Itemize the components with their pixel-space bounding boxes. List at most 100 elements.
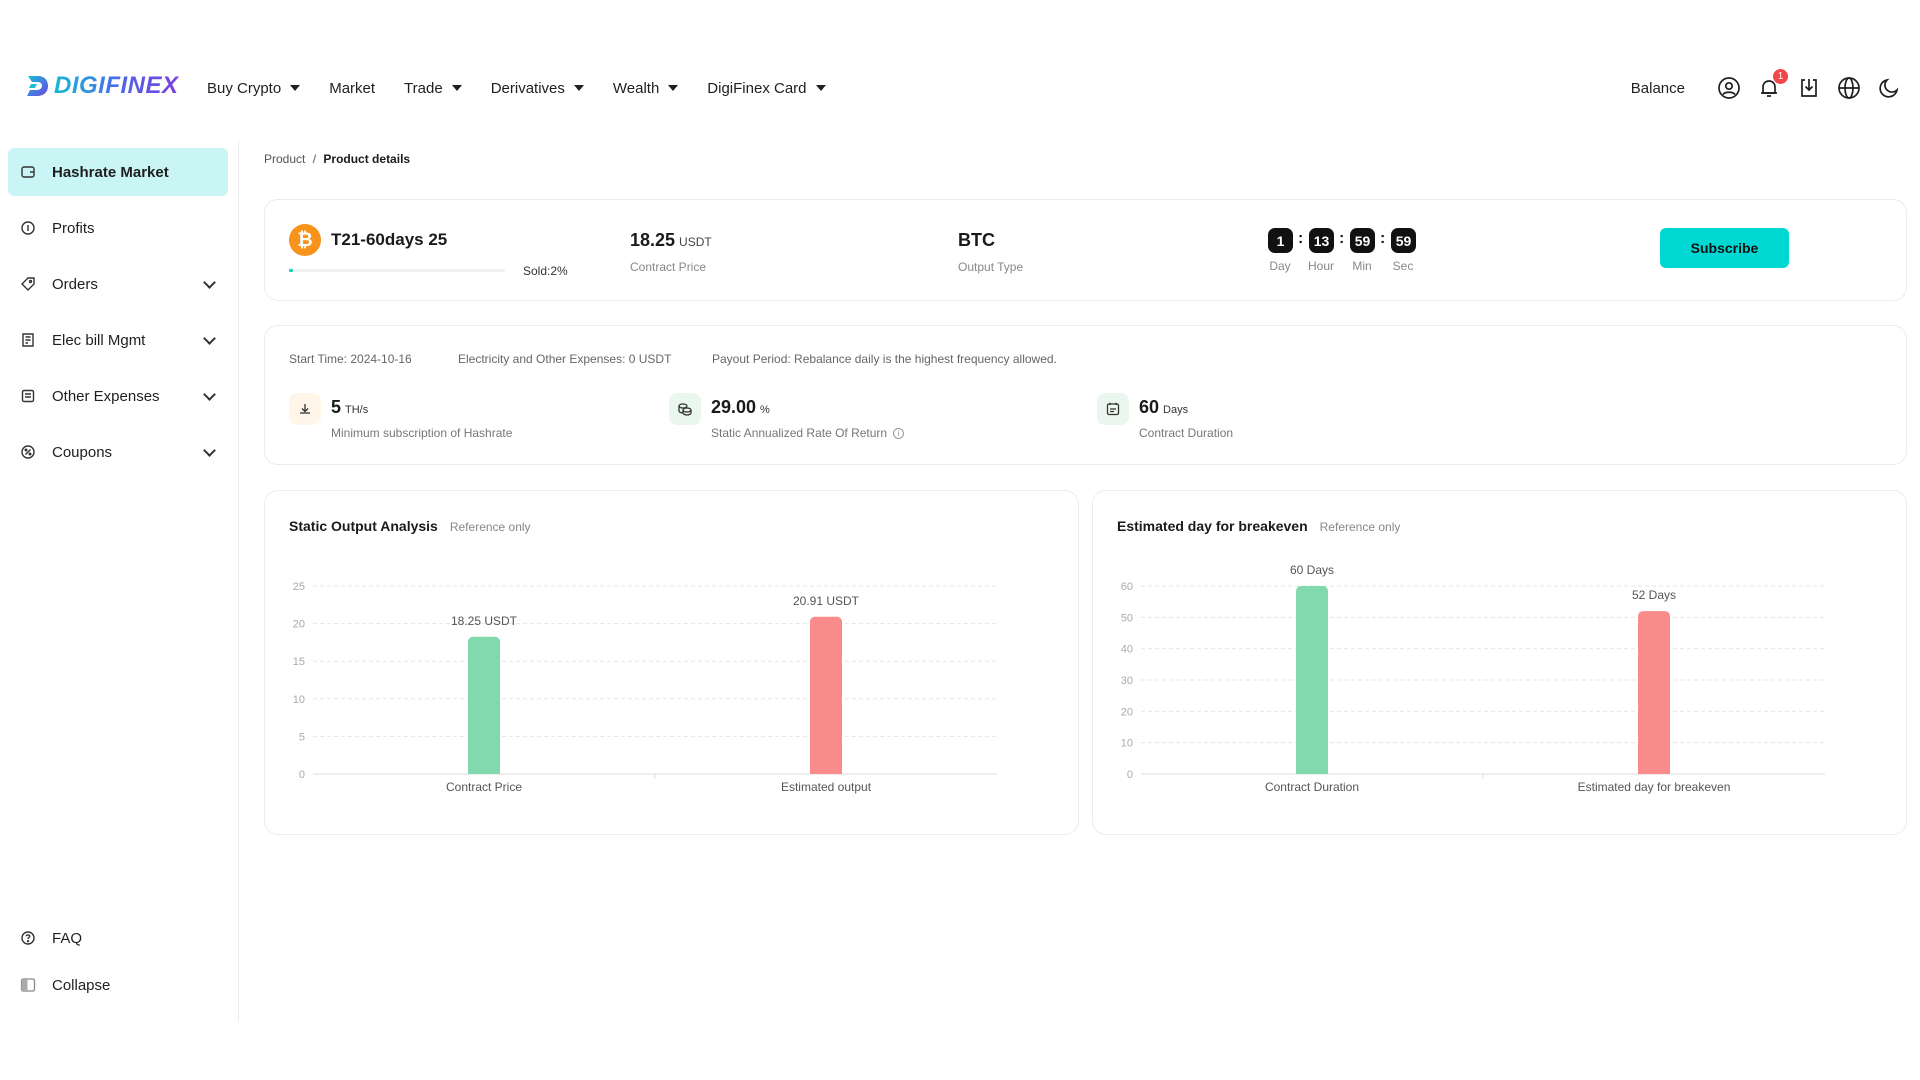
chart-reference-note: Reference only	[1319, 520, 1401, 534]
balance-link[interactable]: Balance	[1630, 79, 1685, 97]
y-tick-label: 60	[1121, 581, 1133, 593]
chevron-down-icon[interactable]	[203, 388, 216, 401]
tag-icon	[20, 276, 36, 292]
y-tick-label: 5	[299, 731, 305, 743]
chart-title: Static Output Analysis Reference only	[289, 518, 531, 534]
sidebar-collapse-button[interactable]: Collapse	[8, 961, 228, 1009]
min-hashrate-number: 5	[331, 397, 342, 417]
moon-icon[interactable]	[1876, 75, 1902, 101]
logo-text: DIGIFINEX	[54, 72, 179, 99]
y-tick-label: 50	[1121, 612, 1133, 624]
bitcoin-icon: ₿	[289, 224, 321, 256]
collapse-icon	[20, 977, 36, 993]
nav-digifinex-card[interactable]: DigiFinex Card	[707, 79, 826, 97]
contract-price-unit: USDT	[679, 235, 712, 249]
sidebar-item-label: Coupons	[52, 443, 113, 461]
data-label: 18.25 USDT	[451, 614, 518, 628]
globe-icon[interactable]	[1836, 75, 1862, 101]
breadcrumb-separator: /	[312, 152, 317, 166]
caret-down-icon	[668, 85, 679, 91]
nav-buy-crypto[interactable]: Buy Crypto	[207, 80, 301, 97]
annualized-return-value: 29.00%	[711, 397, 770, 418]
start-time: Start Time: 2024-10-16	[289, 352, 412, 366]
sidebar-item-label: Other Expenses	[52, 387, 160, 405]
nav-trade[interactable]: Trade	[404, 80, 462, 97]
payout-period: Payout Period: Rebalance daily is the hi…	[712, 352, 1057, 366]
nav-derivatives[interactable]: Derivatives	[491, 80, 584, 97]
sidebar-item-label: FAQ	[52, 929, 83, 947]
x-tick-label: Estimated day for breakeven	[1578, 780, 1731, 794]
countdown-separator: :	[1380, 230, 1386, 247]
sidebar-item-label: Profits	[52, 219, 95, 237]
y-tick-label: 0	[1127, 769, 1133, 781]
countdown-sec-label: Sec	[1392, 259, 1414, 273]
sidebar-item-label: Elec bill Mgmt	[52, 331, 146, 349]
countdown-min-label: Min	[1352, 259, 1372, 273]
sidebar-item-faq[interactable]: FAQ	[8, 914, 228, 962]
sold-progress-fill	[289, 269, 294, 272]
nav-wealth[interactable]: Wealth	[613, 80, 679, 97]
bill-icon	[20, 332, 36, 348]
breakeven-bar-chart: 0 10 20 30 40 50 60 60 Days Contract Duration 52 …	[1121, 563, 1825, 794]
output-type-label: Output Type	[958, 260, 1024, 274]
sidebar-item-hashrate-market[interactable]: Hashrate Market	[8, 148, 228, 196]
static-output-analysis-card: Static Output Analysis Reference only 0 5 1…	[264, 490, 1079, 835]
bar[interactable]	[1296, 586, 1328, 774]
annualized-return-unit: %	[760, 404, 770, 416]
bell-icon[interactable]: 1	[1756, 69, 1788, 101]
y-tick-label: 0	[299, 769, 305, 781]
bar-base	[468, 768, 500, 774]
product-name: T21-60days 25	[331, 230, 448, 249]
contract-duration-value: 60 Days	[1139, 397, 1188, 418]
chevron-down-icon[interactable]	[203, 444, 216, 457]
bar[interactable]	[468, 636, 500, 774]
annualized-return-label-text: Static Annualized Rate Of Return	[711, 426, 888, 440]
nav-market[interactable]: Market	[329, 80, 375, 97]
y-tick-label: 20	[1121, 706, 1133, 718]
sidebar: Hashrate Market Profits Orders Elec bill…	[0, 140, 239, 1022]
sidebar-item-elec-bill-mgmt[interactable]: Elec bill Mgmt	[8, 316, 228, 364]
sidebar-item-orders[interactable]: Orders	[8, 260, 228, 308]
user-icon[interactable]	[1716, 75, 1742, 101]
caret-down-icon	[815, 85, 826, 91]
bar[interactable]	[810, 616, 842, 774]
wallet-icon	[20, 164, 36, 180]
breadcrumb-product-link[interactable]: Product	[264, 152, 306, 166]
countdown-days: 1	[1268, 228, 1293, 253]
annualized-return-number: 29.00	[711, 397, 757, 417]
chart-title: Estimated day for breakeven Reference onl…	[1117, 518, 1400, 534]
question-icon	[20, 930, 36, 946]
hashrate-icon	[289, 393, 321, 425]
bar[interactable]	[1638, 611, 1670, 774]
contract-duration-label-text: Contract Duration	[1139, 426, 1234, 440]
main-nav: Buy Crypto Market Trade Derivatives Weal…	[207, 60, 855, 116]
chart-title-text: Static Output Analysis	[289, 518, 438, 534]
sidebar-item-label: Collapse	[52, 976, 111, 994]
breadcrumb-current: Product details	[323, 152, 411, 166]
product-summary-card: ₿ T21-60days 25 Sold:2% 18.25 USDT Contra…	[264, 199, 1907, 301]
chevron-down-icon[interactable]	[203, 276, 216, 289]
coins-icon	[669, 393, 701, 425]
digifinex-logo[interactable]: DIGIFINEX	[24, 72, 179, 100]
caret-down-icon	[573, 85, 584, 91]
notification-badge: 1	[1773, 69, 1788, 84]
nav-label: DigiFinex Card	[707, 79, 807, 97]
chevron-down-icon[interactable]	[203, 332, 216, 345]
contract-price-label: Contract Price	[630, 260, 707, 274]
electricity-expenses: Electricity and Other Expenses: 0 USDT	[458, 352, 672, 366]
caret-down-icon	[290, 85, 301, 91]
contract-price-value: 18.25 USDT	[630, 230, 712, 251]
sidebar-item-coupons[interactable]: Coupons	[8, 428, 228, 476]
info-icon[interactable]: i	[893, 427, 905, 439]
sidebar-item-profits[interactable]: Profits	[8, 204, 228, 252]
breadcrumb: Product / Product details	[264, 152, 410, 166]
chart-reference-note: Reference only	[449, 520, 531, 534]
sold-progress-bar	[289, 269, 505, 272]
breakeven-card: Estimated day for breakeven Reference onl…	[1092, 490, 1907, 835]
sidebar-item-other-expenses[interactable]: Other Expenses	[8, 372, 228, 420]
subscribe-button[interactable]: Subscribe	[1660, 228, 1789, 268]
download-icon[interactable]	[1796, 75, 1822, 101]
bar-base	[810, 768, 842, 774]
countdown-day-label: Day	[1269, 259, 1291, 273]
countdown-hour-label: Hour	[1307, 259, 1334, 273]
